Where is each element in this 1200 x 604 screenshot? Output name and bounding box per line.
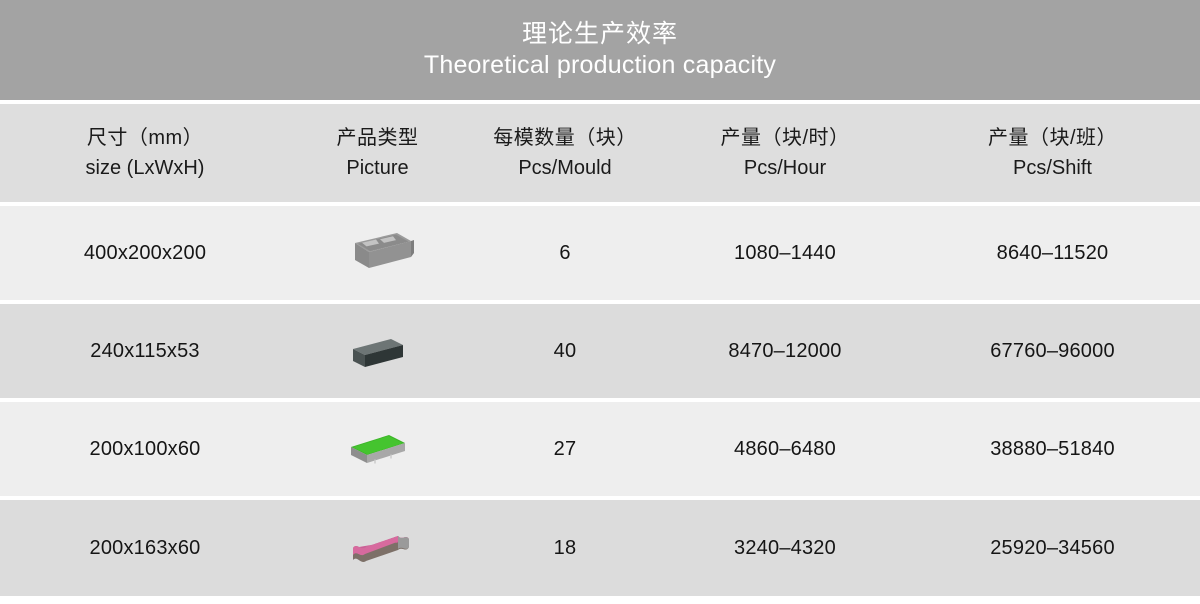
row-divider (0, 496, 1200, 500)
cell-pcs-mould: 6 (559, 241, 571, 264)
column-header-picture-cn: 产品类型 (336, 127, 419, 149)
wave-paver-icon (341, 522, 415, 574)
cell-pcs-hour: 4860–6480 (734, 437, 836, 460)
column-header-size-en: size (LxWxH) (85, 157, 205, 179)
cell-size: 400x200x200 (83, 241, 207, 264)
row-divider (0, 398, 1200, 402)
column-header-size: 尺寸（mm） size (LxWxH) (0, 123, 290, 183)
column-header-pcs-shift-en: Pcs/Shift (1013, 157, 1092, 179)
cell-pcs-mould: 18 (553, 536, 577, 559)
table-row: 400x200x200 (0, 206, 1200, 300)
column-header-pcs-mould-en: Pcs/Mould (518, 157, 612, 179)
cell-pcs-shift: 8640–11520 (996, 241, 1109, 264)
cell-picture (290, 229, 465, 277)
cell-size: 240x115x53 (90, 339, 200, 362)
cell-pcs-shift: 38880–51840 (990, 437, 1115, 460)
column-header-pcs-hour-cn: 产量（块/时） (720, 127, 850, 149)
row-divider (0, 202, 1200, 206)
cell-picture (290, 425, 465, 473)
cell-pcs-hour: 1080–1440 (734, 241, 836, 264)
cell-pcs-hour: 3240–4320 (734, 536, 836, 559)
column-header-pcs-hour: 产量（块/时） Pcs/Hour (665, 123, 905, 183)
cell-pcs-mould: 40 (553, 339, 577, 362)
column-header-pcs-mould: 每模数量（块） Pcs/Mould (465, 123, 665, 183)
green-paver-icon (341, 425, 415, 473)
row-divider (0, 300, 1200, 304)
column-header-picture: 产品类型 Picture (290, 123, 465, 183)
column-header-picture-en: Picture (346, 157, 409, 179)
cell-pcs-hour: 8470–12000 (728, 339, 842, 362)
cell-size: 200x163x60 (89, 536, 201, 559)
column-header-pcs-shift-cn: 产量（块/班） (987, 127, 1118, 149)
cell-pcs-mould: 27 (553, 437, 577, 460)
cell-picture (290, 522, 465, 574)
cell-picture (290, 327, 465, 375)
cell-size: 200x100x60 (89, 437, 201, 460)
table-title-banner: 理论生产效率 Theoretical production capacity (0, 0, 1200, 100)
table-row: 200x100x60 27 4860–6480 38880–51840 (0, 402, 1200, 496)
column-header-pcs-hour-en: Pcs/Hour (743, 157, 827, 179)
table-row: 200x163x60 18 3240–4320 25920–34560 (0, 500, 1200, 596)
page-title-cn: 理论生产效率 (521, 20, 678, 48)
column-header-pcs-mould-cn: 每模数量（块） (493, 127, 637, 149)
hollow-block-icon (341, 229, 415, 277)
row-divider (0, 100, 1200, 104)
column-header-pcs-shift: 产量（块/班） Pcs/Shift (905, 123, 1200, 183)
page-title-en: Theoretical production capacity (423, 51, 777, 79)
column-header-size-cn: 尺寸（mm） (86, 127, 204, 149)
cell-pcs-shift: 67760–96000 (990, 339, 1115, 362)
table-header-row: 尺寸（mm） size (LxWxH) 产品类型 Picture 每模数量（块）… (0, 104, 1200, 202)
table-row: 240x115x53 40 8470–12000 67760–96000 (0, 304, 1200, 398)
solid-brick-icon (341, 327, 415, 375)
cell-pcs-shift: 25920–34560 (990, 536, 1115, 559)
